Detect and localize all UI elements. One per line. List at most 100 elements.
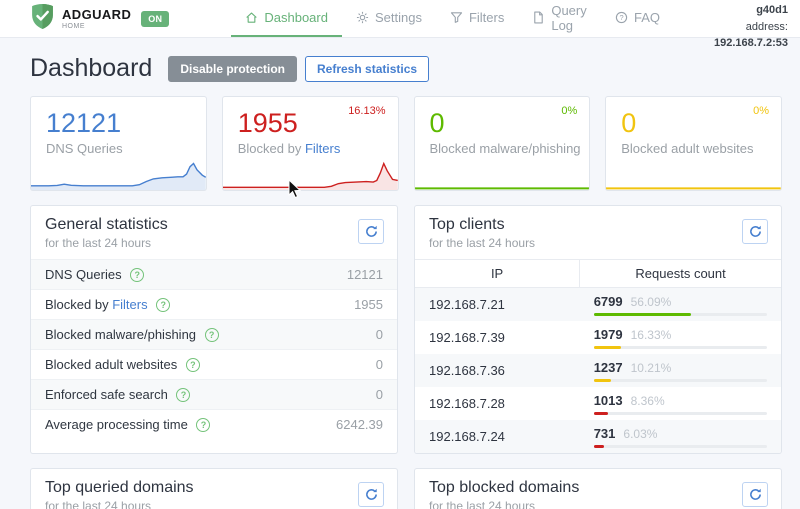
refresh-icon — [365, 225, 377, 237]
panel-title: General statistics — [45, 216, 168, 233]
statistics-row-value: 0 — [375, 387, 383, 402]
progress-track — [593, 412, 767, 415]
nav-item-label: Filters — [468, 10, 505, 25]
stat-value: 0 — [429, 108, 445, 138]
requests-percent: 10.21% — [630, 361, 672, 375]
refresh-icon — [749, 225, 761, 237]
refresh-icon-button[interactable] — [358, 482, 384, 507]
version-info: version: v0.1-257-g40d1 address: 192.168… — [674, 0, 788, 52]
table-row: 192.168.7.36 1237 10.21% — [415, 354, 781, 387]
statistics-row-value: 6242.39 — [336, 417, 383, 432]
version-value: v0.1-257-g40d1 — [756, 4, 788, 16]
client-ip: 192.168.7.36 — [429, 363, 505, 378]
stat-label: Blocked adult websites — [621, 141, 754, 157]
statistics-row-label: DNS Queries ? — [45, 267, 145, 282]
stat-cards-row: 12121 DNS Queries 1955 Blocked by Filter… — [30, 96, 782, 191]
stat-percent: 0% — [753, 105, 769, 117]
refresh-icon — [749, 488, 761, 500]
svg-text:?: ? — [619, 13, 623, 22]
nav-item-settings[interactable]: Settings — [342, 0, 436, 37]
nav-item-label: Settings — [374, 10, 422, 25]
client-ip: 192.168.7.24 — [429, 429, 505, 444]
requests-count: 1979 — [593, 327, 623, 342]
requests-percent: 56.09% — [630, 295, 672, 309]
address-value: 192.168.7.2:53 — [713, 37, 788, 49]
help-icon[interactable]: ? — [130, 268, 145, 282]
progress-fill — [593, 412, 608, 415]
nav-item-query-log[interactable]: Query Log — [518, 0, 601, 37]
disable-protection-button[interactable]: Disable protection — [168, 55, 297, 82]
question-icon: ? — [615, 11, 628, 24]
statistics-row-value: 0 — [375, 327, 383, 342]
requests-count: 1013 — [593, 393, 623, 408]
adguard-logo[interactable]: ADGUARD HOME — [30, 0, 131, 37]
nav-item-dashboard[interactable]: Dashboard — [231, 0, 342, 37]
table-row: 192.168.7.28 1013 8.36% — [415, 387, 781, 420]
help-icon[interactable]: ? — [185, 358, 200, 372]
sparkline-chart — [222, 154, 398, 190]
refresh-icon-button[interactable] — [742, 482, 768, 507]
progress-fill — [593, 346, 622, 349]
panel-title: Top blocked domains — [429, 479, 580, 496]
help-icon[interactable]: ? — [156, 298, 171, 312]
statistics-row-label: Blocked malware/phishing ? — [45, 327, 219, 342]
help-icon[interactable]: ? — [196, 418, 211, 432]
stat-value: 12121 — [46, 108, 122, 138]
logo-subtitle: HOME — [62, 22, 85, 30]
panel-title: Top clients — [429, 216, 505, 233]
stat-card: 12121 DNS Queries — [30, 96, 207, 191]
statistics-row-label: Average processing time ? — [45, 417, 211, 432]
filters-link[interactable]: Filters — [112, 297, 148, 312]
requests-count: 6799 — [593, 294, 623, 309]
table-row: 192.168.7.24 731 6.03% — [415, 420, 781, 453]
statistics-row: Blocked adult websites ? 0 — [31, 349, 397, 379]
refresh-icon-button[interactable] — [742, 219, 768, 244]
stat-percent: 16.13% — [348, 105, 386, 117]
panel-subtitle: for the last 24 hours — [429, 499, 536, 509]
panel-subtitle: for the last 24 hours — [45, 236, 152, 250]
general-statistics-panel: General statistics for the last 24 hours… — [30, 205, 398, 454]
top-clients-panel: Top clients for the last 24 hours IP Req… — [414, 205, 782, 454]
main-nav: Dashboard Settings Filters Query Log? FAQ — [231, 0, 674, 37]
progress-fill — [593, 313, 691, 316]
help-icon[interactable]: ? — [204, 328, 219, 342]
filter-icon — [450, 11, 463, 24]
statistics-row-value: 12121 — [346, 267, 383, 282]
statistics-row: Enforced safe search ? 0 — [31, 379, 397, 409]
top-clients-table: IP Requests count 192.168.7.21 6799 56.09… — [415, 259, 781, 453]
panel-subtitle: for the last 24 hours — [429, 236, 536, 250]
stat-percent: 0% — [561, 105, 578, 117]
progress-track — [593, 445, 767, 448]
nav-item-filters[interactable]: Filters — [436, 0, 518, 37]
gear-icon — [356, 11, 369, 24]
refresh-icon-button[interactable] — [358, 219, 384, 244]
panel-subtitle: for the last 24 hours — [45, 499, 152, 509]
top-blocked-domains-panel: Top blocked domains for the last 24 hour… — [414, 468, 782, 509]
sparkline-chart — [31, 154, 206, 190]
nav-item-faq[interactable]: ? FAQ — [601, 0, 674, 37]
statistics-row: DNS Queries ? 12121 — [31, 259, 397, 289]
stat-label: DNS Queries — [46, 141, 123, 157]
address-label: address: — [745, 20, 788, 33]
page-head: Dashboard Disable protection Refresh sta… — [30, 54, 782, 83]
stat-card: 1955 Blocked by Filters 16.13% — [221, 96, 399, 191]
stat-card: 0 Blocked adult websites 0% — [605, 96, 782, 191]
filters-link[interactable]: Filters — [304, 141, 341, 157]
adguard-shield-icon — [30, 3, 55, 35]
statistics-row-label: Blocked by Filters ? — [45, 297, 171, 312]
protection-status-badge: ON — [141, 10, 170, 27]
requests-percent: 6.03% — [623, 427, 658, 441]
statistics-row: Blocked by Filters ? 1955 — [31, 289, 397, 319]
home-icon — [245, 11, 258, 24]
statistics-row: Average processing time ? 6242.39 — [31, 409, 397, 439]
progress-track — [593, 313, 767, 316]
stat-value: 0 — [621, 108, 637, 138]
progress-fill — [593, 445, 605, 448]
requests-percent: 16.33% — [630, 328, 672, 342]
refresh-statistics-button[interactable]: Refresh statistics — [305, 55, 430, 82]
statistics-row-label: Enforced safe search ? — [45, 387, 191, 402]
help-icon[interactable]: ? — [176, 388, 191, 402]
general-statistics-list: DNS Queries ? 12121 Blocked by Filters ?… — [31, 259, 397, 439]
sparkline-chart — [415, 154, 590, 190]
panel-title: Top queried domains — [45, 479, 194, 496]
